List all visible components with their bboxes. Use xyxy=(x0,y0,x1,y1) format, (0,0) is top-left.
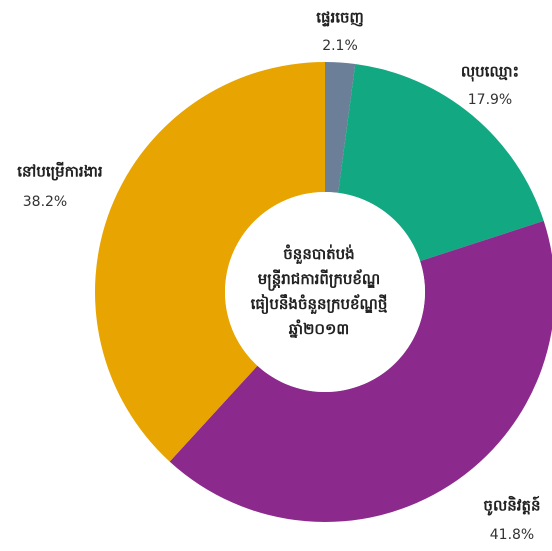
category-label: ចូលនិវត្តន៍ xyxy=(483,496,540,517)
center-label: ឆ្នាំ២០១៣ xyxy=(289,319,349,338)
category-label: លុបឈ្មោះ xyxy=(461,63,519,83)
donut-segment xyxy=(325,62,356,193)
category-label: នៅបម្រើការងារ xyxy=(17,162,103,181)
donut-segment xyxy=(338,63,544,262)
donut-segment xyxy=(169,220,552,522)
value-label: 2.1% xyxy=(322,38,358,54)
donut-hole xyxy=(225,192,425,392)
value-label: 41.8% xyxy=(490,527,534,543)
center-label: ចំនួនបាត់បង់ xyxy=(283,244,354,265)
value-label: 38.2% xyxy=(23,194,67,210)
value-label: 17.9% xyxy=(468,92,512,108)
donut-segment xyxy=(95,61,326,462)
center-label: មន្ត្រីរាជការពីក្របខ័ណ្ឌ xyxy=(258,269,380,291)
center-label: ធៀបនឹងចំនួនក្របខ័ណ្ឌថ្មី xyxy=(251,294,388,315)
category-label: ផ្ទេរចេញ xyxy=(316,9,364,27)
